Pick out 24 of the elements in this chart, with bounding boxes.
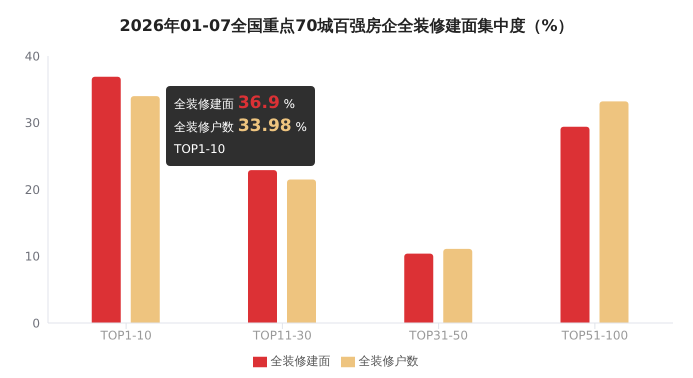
annotation: TOP1-10 (174, 141, 226, 158)
x-tick-label: TOP51-100 (560, 328, 628, 343)
y-tick-label: 40 (24, 49, 40, 64)
legend-label: 全装修户数 (358, 354, 418, 368)
y-tick-label: 0 (32, 316, 40, 330)
bar (92, 76, 121, 323)
y-tick-label: 10 (24, 250, 40, 264)
x-tick-label: TOP11-30 (252, 328, 312, 343)
annotation: 全装修户数 33.98 % (174, 115, 307, 138)
x-tick-label: TOP31-50 (408, 328, 468, 343)
bar (404, 254, 434, 323)
legend-label: 全装修建面 (270, 354, 330, 368)
annotation: 全装修建面 36.9 % (174, 92, 296, 115)
bar (600, 101, 628, 323)
tooltip-panel: 全装修建面 36.9 % 全装修户数 33.98 % TOP1-10 (166, 86, 315, 166)
bar (287, 179, 316, 323)
bar (248, 170, 277, 323)
y-tick-label: 30 (24, 116, 40, 130)
x-tick-label: TOP1-10 (100, 328, 152, 343)
chart-title: 2026年01-07全国重点70城百强房企全装修建面集中度（%） (118, 15, 574, 37)
y-tick-label: 20 (24, 182, 40, 197)
bar (443, 248, 472, 323)
bar (130, 96, 160, 323)
bar (560, 126, 590, 323)
